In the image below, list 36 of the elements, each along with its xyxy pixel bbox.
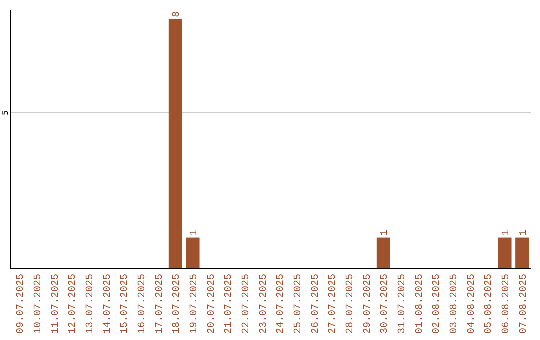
x-tick-label: 24.07.2025 bbox=[276, 274, 288, 334]
x-tick-label: 12.07.2025 bbox=[68, 274, 80, 334]
x-tick-label: 28.07.2025 bbox=[346, 274, 356, 334]
x-tick-label: 18.07.2025 bbox=[172, 274, 184, 334]
data-label: 1 bbox=[190, 230, 200, 236]
x-tick-label: 25.07.2025 bbox=[294, 274, 304, 334]
data-label: 1 bbox=[518, 230, 530, 236]
x-tick-label: 07.08.2025 bbox=[518, 274, 530, 334]
x-tick-label: 29.07.2025 bbox=[362, 274, 374, 334]
data-label: 1 bbox=[502, 230, 512, 236]
data-label: 8 bbox=[172, 11, 184, 18]
x-tick-label: 10.07.2025 bbox=[34, 274, 44, 334]
x-tick-label: 20.07.2025 bbox=[206, 274, 218, 334]
x-tick-label: 19.07.2025 bbox=[190, 274, 200, 334]
x-tick-label: 23.07.2025 bbox=[258, 274, 270, 334]
x-tick-label: 16.07.2025 bbox=[138, 274, 148, 334]
x-tick-label: 05.08.2025 bbox=[484, 274, 496, 334]
x-tick-label: 15.07.2025 bbox=[120, 274, 132, 334]
x-tick-label: 31.07.2025 bbox=[398, 274, 408, 334]
x-tick-label: 06.08.2025 bbox=[502, 274, 512, 334]
x-tick-label: 17.07.2025 bbox=[154, 274, 166, 334]
x-tick-label: 26.07.2025 bbox=[310, 274, 322, 334]
x-tick-label: 22.07.2025 bbox=[242, 274, 252, 334]
data-label: 1 bbox=[380, 230, 392, 236]
y-tick-label: 5 bbox=[1, 110, 10, 116]
x-tick-label: 09.07.2025 bbox=[16, 274, 28, 334]
x-tick-label: 03.08.2025 bbox=[450, 274, 460, 334]
x-tick-label: 30.07.2025 bbox=[380, 274, 392, 334]
x-tick-label: 01.08.2025 bbox=[414, 274, 426, 334]
x-tick-label: 13.07.2025 bbox=[86, 274, 96, 334]
x-tick-label: 21.07.2025 bbox=[224, 274, 236, 334]
x-tick-label: 02.08.2025 bbox=[432, 274, 444, 334]
x-tick-label: 27.07.2025 bbox=[328, 274, 340, 334]
x-tick-label: 11.07.2025 bbox=[50, 274, 62, 334]
x-tick-label: 14.07.2025 bbox=[102, 274, 114, 334]
x-tick-label: 04.08.2025 bbox=[466, 274, 478, 334]
